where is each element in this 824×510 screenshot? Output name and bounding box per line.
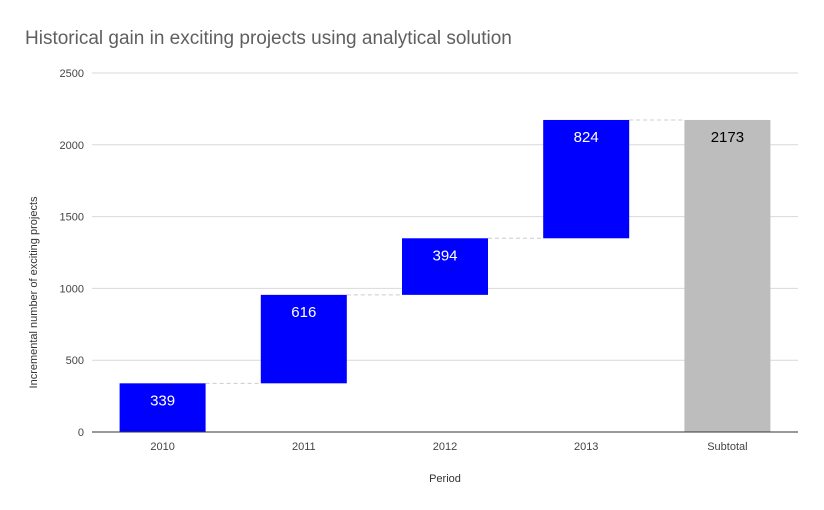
bar-2011 — [260, 294, 347, 384]
x-tick-label: Subtotal — [707, 441, 747, 453]
y-tick-label: 2500 — [60, 68, 84, 80]
y-tick-label: 2000 — [60, 140, 84, 152]
bar-subtotal — [684, 119, 771, 432]
x-axis-title: Period — [429, 473, 461, 485]
bar-data-label: 394 — [432, 247, 457, 264]
x-tick-label: 2012 — [433, 441, 457, 453]
bar-data-label: 339 — [150, 392, 175, 409]
x-tick-label: 2010 — [150, 441, 174, 453]
connector-lines — [205, 119, 685, 384]
y-tick-label: 500 — [66, 355, 84, 367]
x-axis-ticks: 2010 2011 2012 2013 Subtotal — [150, 441, 747, 453]
y-tick-label: 1000 — [60, 283, 84, 295]
bar-labels: 339 616 394 824 2173 — [150, 129, 744, 409]
bars — [119, 119, 771, 432]
y-axis-title: Incremental number of exciting projects — [28, 196, 40, 388]
y-axis-ticks: 0 500 1000 1500 2000 2500 — [60, 68, 84, 439]
x-tick-label: 2013 — [574, 441, 598, 453]
bar-2013 — [543, 119, 630, 239]
bar-2010 — [119, 383, 206, 432]
y-tick-label: 0 — [78, 427, 84, 439]
chart-title: Historical gain in exciting projects usi… — [25, 28, 512, 49]
x-tick-label: 2011 — [292, 441, 316, 453]
bar-data-label: 824 — [574, 129, 599, 146]
y-tick-label: 1500 — [60, 212, 84, 224]
bar-data-label: 2173 — [711, 129, 744, 146]
bar-data-label: 616 — [291, 304, 316, 321]
bar-2012 — [402, 238, 488, 295]
